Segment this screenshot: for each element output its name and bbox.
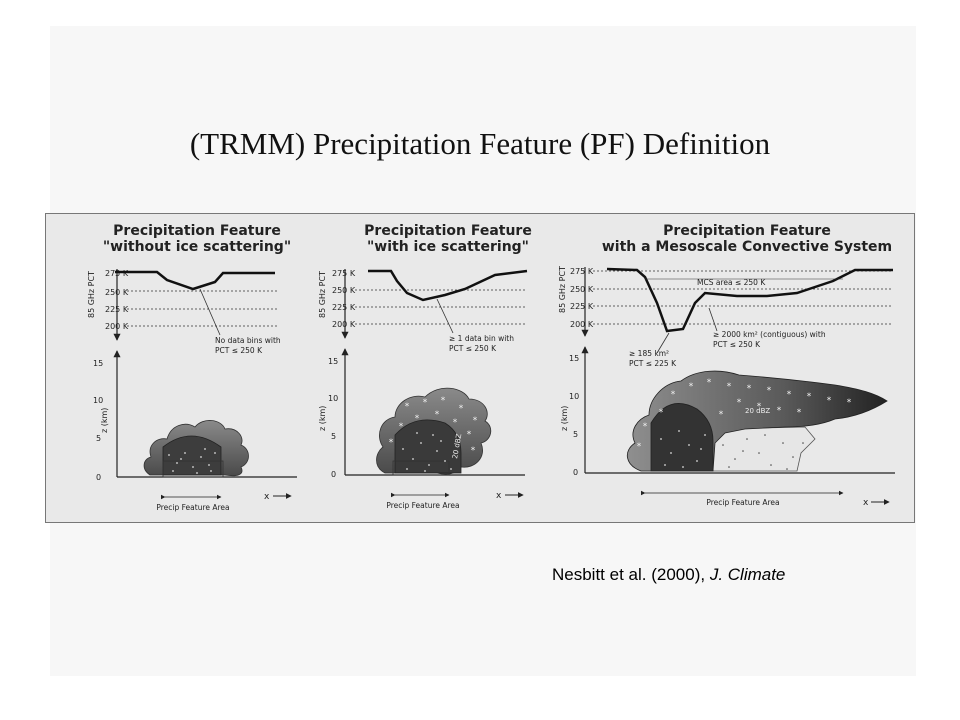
svg-text:*: * (441, 396, 446, 406)
panel-1-z-tick-15: 15 (93, 359, 103, 368)
svg-text:*: * (423, 398, 428, 408)
panel-1-pct-axis-label: 85 GHz PCT (87, 271, 96, 318)
panel-1-title-line2: "without ice scattering" (103, 239, 291, 255)
panel-2-pct-tick-275: 275 K (332, 269, 356, 278)
panel-1-area-label: Precip Feature Area (156, 503, 229, 512)
svg-text:*: * (659, 408, 664, 418)
panel-3-annotation-right-1: ≥ 2000 km² (contiguous) with (713, 330, 826, 339)
svg-text:*: * (787, 390, 792, 400)
svg-text:*: * (807, 392, 812, 402)
panel-2-pct-tick-225: 225 K (332, 303, 356, 312)
svg-text:*: * (747, 384, 752, 394)
panel-3-x-label: x (863, 498, 869, 508)
panel-1-area-box (162, 460, 224, 478)
svg-text:*: * (719, 410, 724, 420)
panel-3-pct-axis-label: 85 GHz PCT (558, 266, 567, 313)
svg-text:*: * (767, 386, 772, 396)
panel-2-pct-tick-200: 200 K (332, 320, 356, 329)
panel-3-z-tick-0: 0 (573, 468, 578, 477)
panel-3-z-tick-10: 10 (569, 392, 579, 401)
svg-text:*: * (405, 402, 410, 412)
panel-3-pct-tick-200: 200 K (570, 320, 594, 329)
panel-1-z-axis-label: z (km) (100, 408, 109, 433)
panel-2-core (394, 419, 462, 474)
pf-definition-figure: Precipitation Feature "without ice scatt… (45, 213, 915, 523)
panel-3-z-tick-15: 15 (569, 354, 579, 363)
svg-text:*: * (399, 422, 404, 432)
citation: Nesbitt et al. (2000), J. Climate (552, 565, 785, 585)
panel-3-annotation-left-1: ≥ 185 km² (629, 349, 669, 358)
panel-3-title-line1: Precipitation Feature (663, 223, 831, 239)
svg-text:*: * (471, 446, 476, 456)
panel-2-area-label: Precip Feature Area (386, 501, 459, 510)
panel-2-z-tick-5: 5 (331, 432, 336, 441)
panel-1-title-line1: Precipitation Feature (113, 223, 281, 239)
panel-2-z-tick-15: 15 (328, 357, 338, 366)
panel-3-pct-tick-225: 225 K (570, 302, 594, 311)
svg-text:*: * (389, 438, 394, 448)
panel-2: Precipitation Feature "with ice scatteri… (318, 223, 532, 510)
panel-3-core (650, 403, 714, 472)
panel-2-annotation-1: ≥ 1 data bin with (449, 334, 514, 343)
svg-text:*: * (637, 442, 642, 452)
panel-3-title-line2: with a Mesoscale Convective System (602, 239, 892, 255)
svg-text:*: * (827, 396, 832, 406)
svg-text:*: * (847, 398, 852, 408)
panel-3: Precipitation Feature with a Mesoscale C… (558, 223, 895, 508)
svg-text:*: * (671, 390, 676, 400)
panel-2-pct-tick-250: 250 K (332, 286, 356, 295)
panel-3-inner-label: 20 dBZ (745, 407, 770, 415)
panel-1-annotation-1: No data bins with (215, 336, 281, 345)
panel-1-x-label: x (264, 492, 270, 502)
svg-text:*: * (757, 402, 762, 412)
panel-2-x-label: x (496, 491, 502, 501)
svg-text:*: * (727, 382, 732, 392)
svg-text:*: * (459, 404, 464, 414)
figure-panel-background (45, 213, 915, 523)
svg-text:*: * (467, 430, 472, 440)
panel-2-title-line2: "with ice scattering" (367, 239, 529, 255)
svg-text:*: * (777, 406, 782, 416)
panel-3-z-axis-label: z (km) (560, 406, 569, 431)
panel-2-z-tick-0: 0 (331, 470, 336, 479)
panel-2-z-axis-label: z (km) (318, 406, 327, 431)
panel-1: Precipitation Feature "without ice scatt… (87, 223, 297, 512)
panel-1-z-tick-0: 0 (96, 473, 101, 482)
panel-3-annotation-right-2: PCT ≤ 250 K (713, 340, 761, 349)
panel-3-area-label: Precip Feature Area (706, 498, 779, 507)
panel-2-z-tick-10: 10 (328, 394, 338, 403)
panel-3-annotation-left-2: PCT ≤ 225 K (629, 359, 677, 368)
panel-1-z-tick-10: 10 (93, 396, 103, 405)
svg-text:*: * (737, 398, 742, 408)
panel-3-pct-curve (606, 267, 893, 333)
panel-1-core (162, 435, 222, 476)
panel-2-annotation-2: PCT ≤ 250 K (449, 344, 497, 353)
svg-text:*: * (797, 408, 802, 418)
svg-text:*: * (689, 382, 694, 392)
svg-text:*: * (453, 418, 458, 428)
svg-text:*: * (643, 422, 648, 432)
panel-1-z-tick-5: 5 (96, 434, 101, 443)
panel-2-area-box (392, 460, 450, 476)
panel-2-pct-axis-label: 85 GHz PCT (318, 271, 327, 318)
svg-text:*: * (473, 416, 478, 426)
panel-3-z-tick-5: 5 (573, 430, 578, 439)
panel-1-annotation-2: PCT ≤ 250 K (215, 346, 263, 355)
svg-text:*: * (415, 414, 420, 424)
panel-3-mcs-area-label: MCS area ≤ 250 K (697, 278, 766, 287)
panel-2-title-line1: Precipitation Feature (364, 223, 532, 239)
citation-journal: J. Climate (709, 565, 786, 584)
svg-text:*: * (435, 410, 440, 420)
panel-3-pct-tick-250: 250 K (570, 285, 594, 294)
panel-3-pct-tick-275: 275 K (570, 267, 594, 276)
panel-2-pct-curve (368, 269, 528, 302)
citation-authors: Nesbitt et al. (2000), (552, 565, 710, 584)
svg-text:*: * (707, 378, 712, 388)
slide-title: (TRMM) Precipitation Feature (PF) Defini… (189, 126, 771, 161)
panel-1-pct-curve (115, 270, 275, 291)
